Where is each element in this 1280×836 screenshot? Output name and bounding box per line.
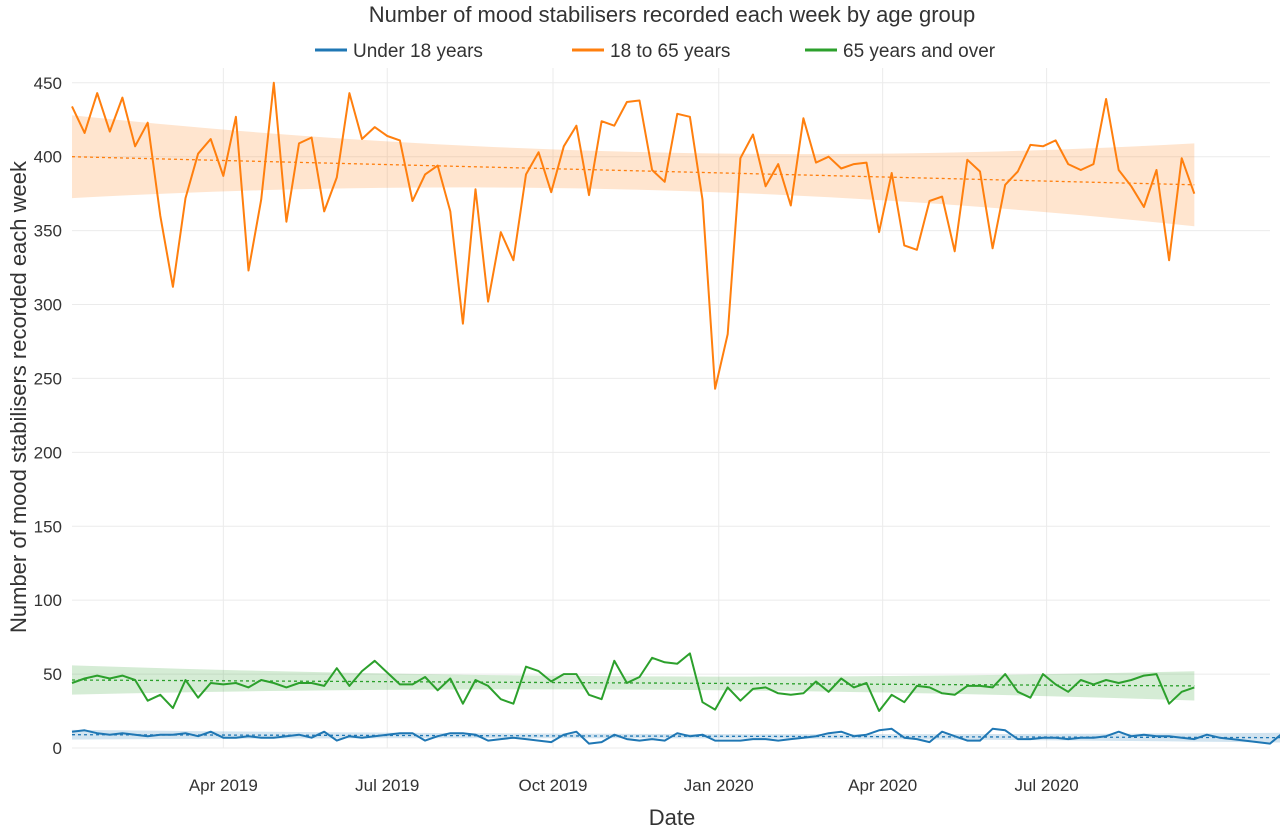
confidence-band-65-years-and-over <box>72 665 1195 701</box>
x-tick-label: Jul 2020 <box>1014 776 1078 795</box>
grid-layer <box>72 68 1270 749</box>
y-tick-label: 400 <box>34 148 62 167</box>
x-tick-label: Jul 2019 <box>355 776 419 795</box>
series-line-under-18-years <box>71 727 1280 745</box>
y-axis-title: Number of mood stabilisers recorded each… <box>6 160 31 633</box>
y-tick-label: 250 <box>34 369 62 388</box>
trend-line-18-to-65-years <box>71 156 1195 186</box>
series-lines <box>71 81 1280 745</box>
x-tick-label: Apr 2019 <box>189 776 258 795</box>
legend: Under 18 years 18 to 65 years 65 years and… <box>315 41 996 62</box>
x-tick-label: Jan 2020 <box>684 776 754 795</box>
y-tick-label: 50 <box>43 665 62 684</box>
x-axis-ticks: Apr 2019 Jul 2019 Oct 2019 Jan 2020 Apr 2020… <box>189 776 1079 795</box>
confidence-band-under-18-years <box>72 729 1280 743</box>
series-line-18-to-65-years <box>71 81 1196 390</box>
series-line-65-years-and-over <box>71 652 1195 712</box>
legend-label-65-years-and-over: 65 years and over <box>843 41 996 62</box>
y-tick-label: 150 <box>34 517 62 536</box>
x-tick-label: Oct 2019 <box>519 776 588 795</box>
y-tick-label: 300 <box>34 296 62 315</box>
confidence-band-18-to-65-years <box>72 115 1195 227</box>
confidence-bands <box>72 115 1280 743</box>
legend-label-18-to-65-years: 18 to 65 years <box>610 41 730 62</box>
y-tick-label: 100 <box>34 591 62 610</box>
y-axis-ticks: 0 50 100 150 200 250 300 350 400 450 <box>34 74 62 758</box>
legend-label-under-18-years: Under 18 years <box>353 41 483 62</box>
y-tick-label: 450 <box>34 74 62 93</box>
y-tick-label: 200 <box>34 443 62 462</box>
y-tick-label: 350 <box>34 222 62 241</box>
x-axis-title: Date <box>649 805 695 830</box>
x-tick-label: Apr 2020 <box>848 776 917 795</box>
chart-title: Number of mood stabilisers recorded each… <box>369 2 976 27</box>
y-tick-label: 0 <box>53 739 62 758</box>
